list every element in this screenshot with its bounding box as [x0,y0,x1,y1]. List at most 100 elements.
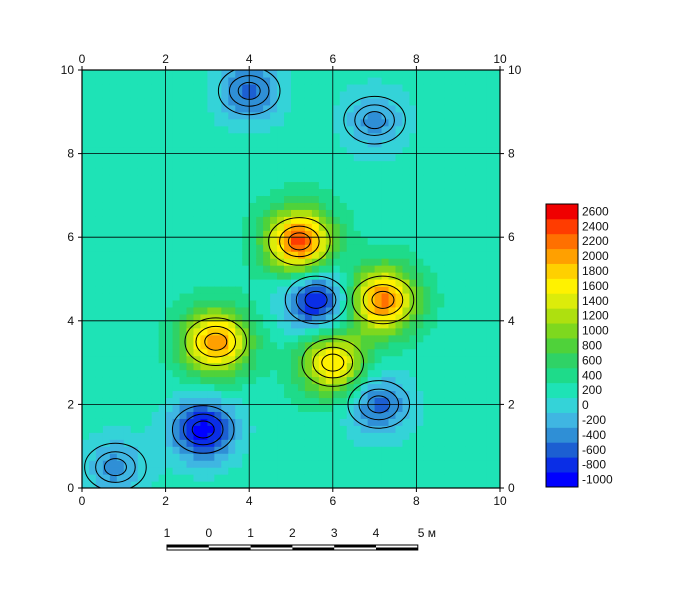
heatmap-cell [130,195,139,203]
heatmap-cell [200,139,208,148]
heatmap-cell [263,279,271,287]
heatmap-cell [374,70,383,78]
heatmap-cell [270,125,278,134]
heatmap-cell [151,70,160,78]
heatmap-cell [151,285,160,294]
heatmap-cell [451,411,459,419]
heatmap-cell [186,418,195,426]
heatmap-cell [367,348,376,357]
heatmap-cell [367,111,376,120]
heatmap-cell [88,411,97,419]
heatmap-cell [339,362,348,371]
heatmap-cell [207,90,215,99]
heatmap-cell [102,348,111,357]
heatmap-cell [486,174,494,183]
heatmap-cell [277,174,285,183]
heatmap-cell [116,153,125,162]
heatmap-cell [311,362,320,371]
heatmap-cell [158,369,167,378]
heatmap-cell [263,327,271,336]
heatmap-cell [381,125,390,134]
heatmap-cell [437,97,445,106]
heatmap-cell [158,390,167,399]
heatmap-cell [311,153,320,162]
heatmap-cell [270,390,278,399]
heatmap-cell [207,397,215,405]
y-tick-label-left: 4 [67,314,74,328]
heatmap-cell [214,460,222,468]
heatmap-cell [360,70,369,78]
heatmap-cell [95,292,104,301]
heatmap-cell [263,111,271,120]
heatmap-cell [277,327,285,336]
heatmap-cell [479,376,487,385]
heatmap-cell [214,223,222,231]
heatmap-cell [339,223,348,231]
heatmap-cell [130,104,139,113]
heatmap-cell [172,104,181,113]
heatmap-cell [130,230,139,238]
heatmap-cell [88,188,97,196]
heatmap-cell [151,327,160,336]
heatmap-cell [109,111,118,120]
heatmap-cell [367,160,376,169]
heatmap-cell [186,139,195,148]
heatmap-cell [270,118,278,127]
heatmap-cell [82,153,90,162]
heatmap-cell [346,97,355,106]
heatmap-cell [130,139,139,148]
heatmap-cell [249,202,257,210]
heatmap-cell [458,167,466,176]
heatmap-cell [277,251,285,259]
heatmap-cell [151,467,160,475]
heatmap-cell [493,258,500,266]
heatmap-cell [151,167,160,176]
heatmap-cell [318,481,327,488]
heatmap-cell [249,467,257,475]
heatmap-cell [144,425,153,433]
heatmap-cell [291,209,299,217]
heatmap-cell [339,404,348,412]
heatmap-cell [367,237,376,245]
heatmap-cell [388,306,397,315]
heatmap-cell [381,292,390,301]
heatmap-cell [402,446,411,454]
heatmap-cell [444,209,452,217]
heatmap-cell [249,132,257,141]
heatmap-cell [465,188,473,196]
heatmap-cell [88,481,97,488]
heatmap-cell [270,369,278,378]
heatmap-cell [395,258,404,266]
heatmap-cell [486,125,494,134]
heatmap-cell [144,153,153,162]
heatmap-cell [472,139,480,148]
heatmap-cell [374,223,383,231]
heatmap-cell [123,265,132,273]
heatmap-cell [493,285,500,294]
heatmap-cell [479,251,487,259]
heatmap-cell [381,230,390,238]
heatmap-cell [165,70,174,78]
heatmap-cell [116,70,125,78]
heatmap-cell [367,223,376,231]
heatmap-cell [297,390,306,399]
heatmap-cell [304,341,313,350]
heatmap-cell [235,397,243,405]
heatmap-cell [193,279,202,287]
heatmap-cell [158,202,167,210]
heatmap-cell [256,376,264,385]
heatmap-cell [207,216,215,224]
heatmap-cell [82,70,90,78]
heatmap-cell [242,70,250,78]
heatmap-cell [172,383,181,392]
heatmap-cell [109,383,118,392]
heatmap-cell [235,104,243,113]
heatmap-cell [465,327,473,336]
heatmap-cell [472,418,480,426]
heatmap-cell [235,425,243,433]
heatmap-cell [291,362,299,371]
heatmap-cell [430,481,438,488]
heatmap-cell [214,299,222,308]
heatmap-cell [256,265,264,273]
heatmap-cell [451,341,459,350]
